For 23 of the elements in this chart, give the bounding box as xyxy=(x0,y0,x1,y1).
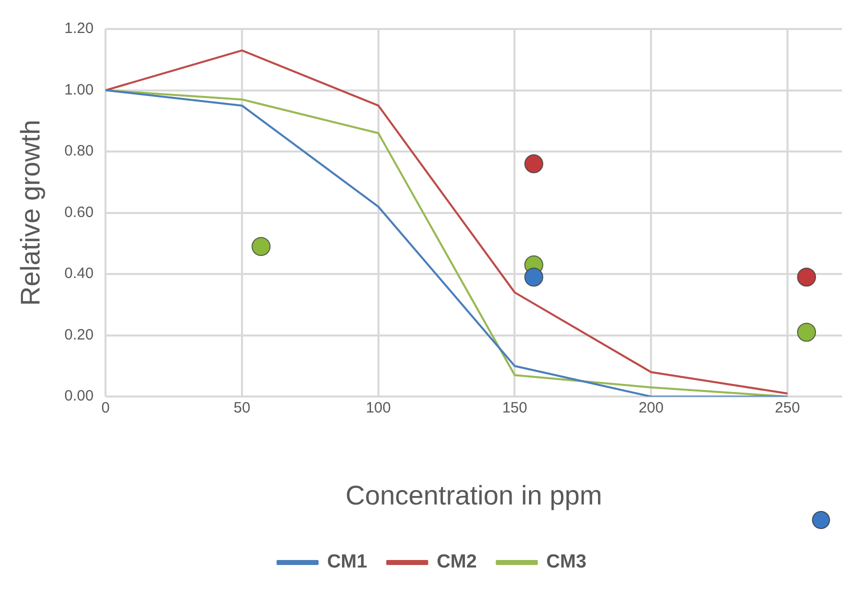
point xyxy=(524,268,544,287)
y-tick-label: 0.00 xyxy=(64,388,94,405)
y-tick-label: 0.60 xyxy=(64,204,94,221)
point xyxy=(797,268,816,287)
point xyxy=(252,236,271,256)
point xyxy=(797,322,816,342)
x-tick-label: 100 xyxy=(366,400,391,417)
y-tick-label: 1.20 xyxy=(64,20,94,38)
x-tick-label: 150 xyxy=(502,400,528,417)
y-tick-label: 1.00 xyxy=(64,81,94,98)
point xyxy=(524,154,544,174)
legend-label: CM1 xyxy=(327,552,368,573)
y-tick-label: 0.80 xyxy=(64,142,94,160)
x-axis-title: Concentration in ppm xyxy=(345,480,602,510)
y-tick-label: 0.20 xyxy=(64,326,94,344)
x-tick-label: 50 xyxy=(234,400,250,417)
legend-label: CM2 xyxy=(436,552,477,573)
x-tick-label: 0 xyxy=(101,400,110,417)
legend-label: CM3 xyxy=(546,552,586,573)
x-tick-label: 250 xyxy=(774,400,800,417)
y-tick-label: 0.40 xyxy=(64,265,94,282)
y-axis-title: Relative growth xyxy=(16,120,46,306)
x-tick-label: 200 xyxy=(638,400,664,417)
